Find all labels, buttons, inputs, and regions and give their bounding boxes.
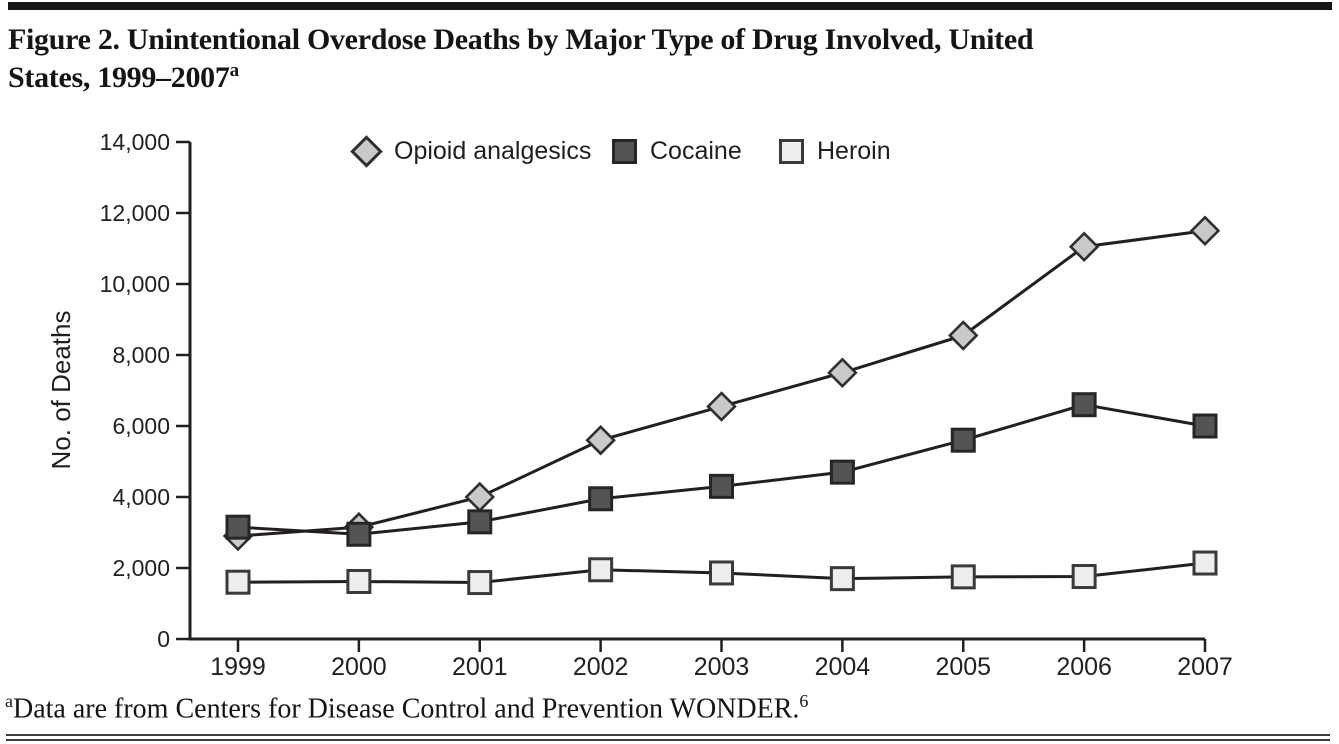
x-axis-tick-label: 2002 [573,653,629,678]
figure-title-line2: States, 1999–2007 [8,61,230,94]
data-point-marker [1068,231,1100,262]
data-point-marker [1192,413,1218,439]
x-axis-tick-label: 2001 [452,653,508,678]
data-point-marker [709,560,734,586]
overdose-deaths-line-chart: 0 2,000 4,000 6,000 8,000 10,000 12,000 14,000 1… [46,129,1233,678]
legend-label: Opioid analgesics [394,136,592,165]
data-point-marker [706,391,737,422]
footnote-text: Data are from Centers for Disease Contro… [13,693,800,725]
legend-label: Heroin [817,136,891,165]
data-point-marker [829,566,855,592]
bottom-rule [6,734,1330,741]
top-rule [8,2,1332,10]
y-axis-tick-label: 4,000 [112,484,170,510]
data-point-marker [464,481,495,513]
x-axis-tick-label: 2004 [815,653,871,678]
y-axis-tick-label: 2,000 [112,555,170,581]
legend-item-opioid-analgesics: Opioid analgesics [350,134,592,168]
footnote-marker: a [5,691,13,711]
data-point-marker [588,486,614,512]
data-point-marker [1071,564,1097,590]
x-axis-tick-label: 2006 [1056,653,1112,678]
data-point-marker [467,509,493,535]
legend-item-heroin: Heroin [779,135,891,167]
y-axis-tick-label: 10,000 [100,271,170,297]
y-axis-tick-label: 0 [157,626,170,652]
data-point-marker [827,357,858,388]
data-point-marker [1071,392,1097,418]
data-point-marker [950,564,976,590]
data-point-marker [346,521,372,547]
data-point-marker [588,557,614,583]
x-axis-tick-label: 2000 [331,653,387,678]
data-point-marker [709,473,734,499]
y-axis-tick-label: 14,000 [100,129,170,155]
square-marker-icon [612,138,637,164]
figure-title-footnote-marker: a [229,60,240,81]
axis-lines [188,142,1205,641]
y-axis-tick-label: 8,000 [112,342,170,368]
data-point-marker [467,570,493,596]
square-marker-icon [779,138,804,164]
y-axis-tick-label: 6,000 [112,413,170,439]
series-line-cocaine [237,403,1206,536]
legend-item-cocaine: Cocaine [612,135,742,167]
x-axis-tick-label: 1999 [210,653,266,678]
x-axis-tick-label: 2005 [935,653,991,678]
data-point-marker [948,320,979,351]
footnote: aData are from Centers for Disease Contr… [5,691,808,725]
data-point-marker [225,569,251,595]
footnote-reference-number: 6 [799,691,809,711]
data-point-marker [1189,215,1221,246]
x-axis-tick-label: 2007 [1177,653,1233,678]
data-point-marker [346,568,372,594]
legend-label: Cocaine [650,136,742,165]
y-axis-tick-label: 12,000 [100,200,170,226]
figure-title-line1: Figure 2. Unintentional Overdose Deaths … [8,23,1034,56]
data-point-marker [950,427,976,453]
figure-title: Figure 2. Unintentional Overdose Deaths … [8,21,1328,97]
data-point-marker [829,459,855,485]
data-point-marker [585,424,616,456]
data-point-marker [1192,550,1218,576]
y-axis-title: No. of Deaths [46,311,76,470]
data-point-marker [225,514,251,540]
x-axis-tick-label: 2003 [694,653,750,678]
